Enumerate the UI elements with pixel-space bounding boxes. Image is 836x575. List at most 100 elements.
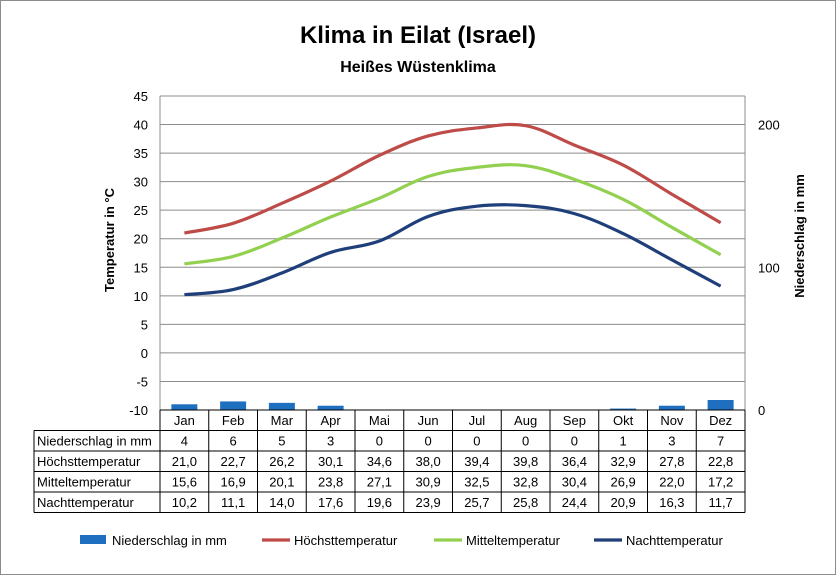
y2-axis-title: Niederschlag in mm	[792, 174, 807, 298]
data-label: 0	[376, 434, 383, 449]
x-tick-label: Jan	[174, 413, 195, 428]
data-label: 22,8	[708, 454, 733, 469]
x-tick-label: Jul	[469, 413, 486, 428]
data-label: 21,0	[172, 454, 197, 469]
y-tick-label: 0	[141, 346, 148, 361]
y-tick-label: 45	[134, 89, 148, 104]
data-label: 20,9	[610, 495, 635, 510]
y-tick-label: -5	[136, 374, 148, 389]
data-label: 25,8	[513, 495, 538, 510]
data-label: 15,6	[172, 475, 197, 490]
data-label: 11,1	[221, 495, 245, 510]
data-label: 23,8	[318, 475, 343, 490]
precipitation-bar	[707, 400, 734, 410]
x-tick-label: Okt	[613, 413, 634, 428]
data-label: 38,0	[415, 454, 440, 469]
y-axis-ticks: 45 40 35 30 25 20 15 10 5 0 -5 -10	[129, 89, 148, 418]
chart-title: Klima in Eilat (Israel)	[299, 22, 537, 49]
series-line-1	[184, 122, 722, 235]
data-label: 16,3	[659, 495, 684, 510]
x-tick-label: Sep	[563, 413, 586, 428]
y-axis-title: Temperatur in °C	[102, 187, 117, 292]
data-label: 1	[620, 434, 627, 449]
data-label: 32,8	[513, 475, 538, 490]
y2-tick-label: 0	[758, 403, 765, 418]
precipitation-bar	[317, 405, 344, 410]
legend-label: Mitteltemperatur	[466, 533, 561, 548]
x-tick-label: Mai	[369, 413, 390, 428]
data-label: 4	[181, 434, 188, 449]
data-label: 23,9	[415, 495, 440, 510]
y-tick-label: 35	[134, 146, 148, 161]
x-tick-label: Apr	[321, 413, 342, 428]
y2-tick-label: 100	[758, 260, 780, 275]
data-label: 6	[230, 434, 237, 449]
y-tick-label: 10	[134, 289, 148, 304]
y-tick-label: -10	[129, 403, 148, 418]
legend: Niederschlag in mm Höchsttemperatur Mittel…	[80, 533, 723, 548]
data-label: 22,0	[659, 475, 684, 490]
data-label: 34,6	[367, 454, 392, 469]
table-row-label: Höchsttemperatur	[37, 454, 141, 469]
data-label: 30,1	[318, 454, 343, 469]
data-label: 11,7	[708, 495, 732, 510]
data-label: 32,5	[464, 475, 489, 490]
x-tick-label: Mar	[271, 413, 294, 428]
data-label: 26,2	[269, 454, 294, 469]
data-label: 20,1	[269, 475, 294, 490]
data-label: 0	[473, 434, 480, 449]
data-label: 17,2	[708, 475, 733, 490]
data-label: 3	[668, 434, 675, 449]
data-label: 19,6	[367, 495, 392, 510]
y-tick-label: 25	[134, 203, 148, 218]
data-label: 10,2	[172, 495, 197, 510]
data-label: 3	[327, 434, 334, 449]
table-row-label: Niederschlag in mm	[37, 434, 152, 449]
y2-axis-ticks: 200 100 0	[758, 118, 780, 418]
series-line-2	[184, 163, 722, 266]
data-label: 0	[522, 434, 529, 449]
data-label: 32,9	[610, 454, 635, 469]
legend-label: Nachttemperatur	[626, 533, 723, 548]
x-tick-label: Feb	[222, 413, 244, 428]
data-label: 27,8	[659, 454, 684, 469]
precipitation-bar	[220, 401, 247, 410]
temperature-lines	[184, 122, 722, 297]
data-label: 30,4	[562, 475, 587, 490]
x-tick-label: Nov	[660, 413, 684, 428]
x-tick-label: Jun	[418, 413, 439, 428]
data-label: 30,9	[415, 475, 440, 490]
table-row-label: Nachttemperatur	[37, 495, 134, 510]
y-tick-label: 5	[141, 317, 148, 332]
data-label: 7	[717, 434, 724, 449]
x-tick-label: Dez	[709, 413, 732, 428]
precipitation-bar	[610, 408, 637, 410]
y-tick-label: 30	[134, 175, 148, 190]
legend-label: Niederschlag in mm	[112, 533, 227, 548]
data-label: 14,0	[269, 495, 294, 510]
y-tick-label: 20	[134, 232, 148, 247]
data-label: 26,9	[610, 475, 635, 490]
y-tick-label: 40	[134, 118, 148, 133]
table-row-label: Mitteltemperatur	[37, 475, 132, 490]
series-line-3	[184, 203, 722, 297]
data-label: 22,7	[220, 454, 245, 469]
data-label: 17,6	[318, 495, 343, 510]
precipitation-bars	[171, 400, 734, 410]
y-tick-label: 15	[134, 260, 148, 275]
data-label: 5	[278, 434, 285, 449]
data-label: 39,8	[513, 454, 538, 469]
data-label: 24,4	[562, 495, 587, 510]
precipitation-bar	[268, 402, 295, 410]
data-label: 16,9	[220, 475, 245, 490]
data-table: Jan Feb Mar Apr Mai Jun Jul Aug Sep Okt Nov Dez Nied…	[33, 409, 746, 513]
legend-swatch	[80, 535, 106, 544]
y2-tick-label: 200	[758, 118, 780, 133]
data-label: 36,4	[562, 454, 587, 469]
legend-label: Höchsttemperatur	[294, 533, 398, 548]
precipitation-bar	[658, 405, 685, 410]
x-tick-label: Aug	[514, 413, 537, 428]
data-label: 39,4	[464, 454, 489, 469]
precipitation-bar	[171, 404, 198, 410]
